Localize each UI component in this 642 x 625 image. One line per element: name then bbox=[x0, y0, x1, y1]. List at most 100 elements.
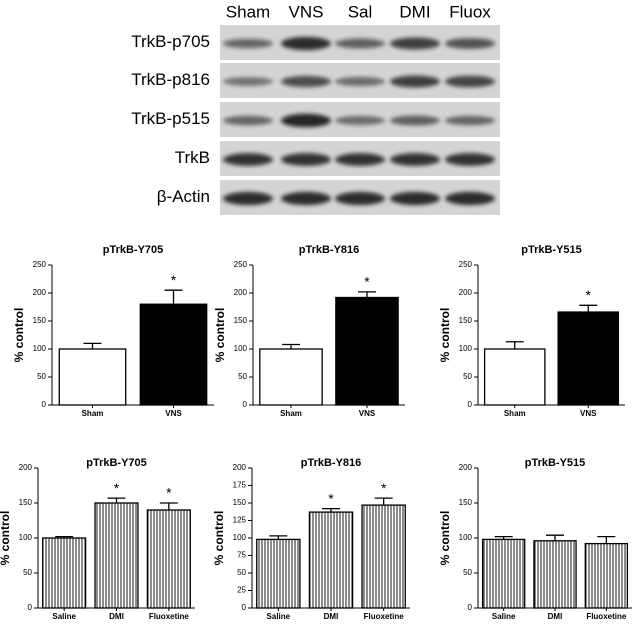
y-tick-label: 250 bbox=[33, 260, 47, 269]
band bbox=[390, 115, 440, 126]
band bbox=[445, 191, 495, 206]
significance-marker: * bbox=[166, 485, 172, 501]
chart-title: pTrkB-Y705 bbox=[103, 244, 164, 256]
y-tick-label: 75 bbox=[237, 551, 246, 560]
lane-label: Fluox bbox=[449, 2, 491, 21]
y-tick-label: 250 bbox=[459, 260, 473, 269]
bar-chart: pTrkB-Y705 % control 0 50 100 150 200 Saline DMI… bbox=[0, 457, 195, 621]
chart-title: pTrkB-Y816 bbox=[299, 244, 360, 256]
band bbox=[223, 115, 273, 126]
band bbox=[390, 37, 440, 50]
y-tick-label: 150 bbox=[234, 316, 248, 325]
y-axis-label: % control bbox=[12, 308, 26, 363]
x-tick-label: Fluoxetine bbox=[149, 612, 190, 621]
y-tick-label: 0 bbox=[243, 400, 248, 409]
band bbox=[390, 191, 440, 206]
band bbox=[223, 38, 273, 49]
row-label: TrkB-p515 bbox=[131, 109, 210, 128]
y-tick-label: 0 bbox=[28, 603, 33, 612]
x-tick-label: DMI bbox=[324, 612, 339, 621]
bar bbox=[533, 540, 577, 609]
y-tick-label: 200 bbox=[233, 463, 247, 472]
y-tick-label: 50 bbox=[463, 568, 472, 577]
lane-label: VNS bbox=[289, 2, 324, 21]
band bbox=[281, 75, 331, 88]
band bbox=[281, 113, 331, 128]
y-tick-label: 0 bbox=[468, 603, 473, 612]
y-tick-label: 150 bbox=[459, 498, 473, 507]
band bbox=[445, 38, 495, 49]
row-label: TrkB-p816 bbox=[131, 70, 210, 89]
y-tick-label: 0 bbox=[468, 400, 473, 409]
y-axis-label: % control bbox=[213, 308, 227, 363]
bar bbox=[361, 504, 406, 609]
y-tick-label: 200 bbox=[459, 288, 473, 297]
row-label: TrkB bbox=[175, 148, 210, 167]
bar bbox=[94, 502, 139, 609]
chart-title: pTrkB-Y705 bbox=[86, 457, 147, 469]
bar bbox=[335, 296, 399, 406]
y-tick-label: 150 bbox=[233, 498, 247, 507]
band bbox=[223, 191, 273, 206]
chart-title: pTrkB-Y515 bbox=[525, 457, 586, 469]
row-label: TrkB-p705 bbox=[131, 32, 210, 51]
band bbox=[445, 75, 495, 88]
y-tick-label: 200 bbox=[234, 288, 248, 297]
x-tick-label: VNS bbox=[165, 409, 182, 418]
bar bbox=[259, 348, 323, 406]
bar-chart: pTrkB-Y705 % control 0 50 100 150 200 250 Sham VN… bbox=[12, 244, 214, 418]
y-axis-label: % control bbox=[212, 511, 226, 566]
x-tick-label: Saline bbox=[492, 612, 516, 621]
y-axis-label: % control bbox=[438, 308, 452, 363]
y-tick-label: 100 bbox=[459, 344, 473, 353]
y-axis-label: % control bbox=[0, 511, 12, 566]
y-tick-label: 150 bbox=[33, 316, 47, 325]
y-tick-label: 175 bbox=[233, 481, 247, 490]
band bbox=[390, 75, 440, 88]
x-tick-label: Sham bbox=[280, 409, 302, 418]
y-tick-label: 100 bbox=[233, 533, 247, 542]
band bbox=[335, 38, 385, 49]
bar-chart: pTrkB-Y515 % control 0 50 100 150 200 250 Sham VN… bbox=[438, 244, 625, 418]
significance-marker: * bbox=[171, 272, 177, 288]
y-tick-label: 50 bbox=[238, 372, 247, 381]
x-tick-label: DMI bbox=[548, 612, 563, 621]
band bbox=[281, 36, 331, 51]
band bbox=[445, 153, 495, 166]
significance-marker: * bbox=[114, 480, 120, 496]
band bbox=[390, 153, 440, 166]
bar bbox=[481, 538, 526, 609]
x-tick-label: Sham bbox=[504, 409, 526, 418]
y-tick-label: 200 bbox=[33, 288, 47, 297]
band bbox=[223, 153, 273, 166]
bar bbox=[483, 348, 546, 406]
lane-label: DMI bbox=[399, 2, 430, 21]
band bbox=[335, 115, 385, 126]
x-tick-label: DMI bbox=[109, 612, 124, 621]
bar bbox=[58, 348, 127, 406]
y-tick-label: 200 bbox=[459, 463, 473, 472]
western-blot: Sham VNS Sal DMI Fluox TrkB-p705 TrkB-p816 TrkB… bbox=[131, 2, 500, 215]
y-tick-label: 0 bbox=[42, 400, 47, 409]
y-tick-label: 25 bbox=[237, 586, 246, 595]
y-tick-label: 50 bbox=[237, 568, 246, 577]
bar bbox=[256, 538, 301, 609]
y-tick-label: 250 bbox=[234, 260, 248, 269]
band bbox=[445, 115, 495, 126]
band bbox=[335, 153, 385, 166]
y-tick-label: 50 bbox=[37, 372, 46, 381]
y-tick-label: 100 bbox=[234, 344, 248, 353]
bar bbox=[42, 537, 87, 609]
x-tick-label: VNS bbox=[359, 409, 376, 418]
chart-title: pTrkB-Y515 bbox=[521, 244, 582, 256]
y-tick-label: 100 bbox=[459, 533, 473, 542]
bar bbox=[557, 311, 620, 406]
bar bbox=[584, 542, 629, 609]
y-tick-label: 50 bbox=[463, 372, 472, 381]
significance-marker: * bbox=[364, 274, 370, 290]
significance-marker: * bbox=[328, 490, 334, 506]
band bbox=[335, 76, 385, 87]
bar-chart: pTrkB-Y816 % control 0 50 100 150 200 250 Sham VN… bbox=[213, 244, 405, 418]
